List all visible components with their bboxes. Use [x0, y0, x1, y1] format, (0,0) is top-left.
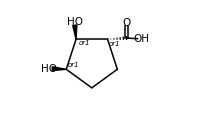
Polygon shape [52, 67, 66, 71]
Text: OH: OH [133, 34, 149, 44]
Polygon shape [73, 25, 77, 39]
Text: HO: HO [67, 17, 83, 27]
Text: HO: HO [41, 64, 57, 74]
Text: or1: or1 [67, 62, 79, 68]
Text: or1: or1 [109, 41, 120, 47]
Text: or1: or1 [78, 40, 90, 46]
Text: O: O [122, 18, 131, 28]
